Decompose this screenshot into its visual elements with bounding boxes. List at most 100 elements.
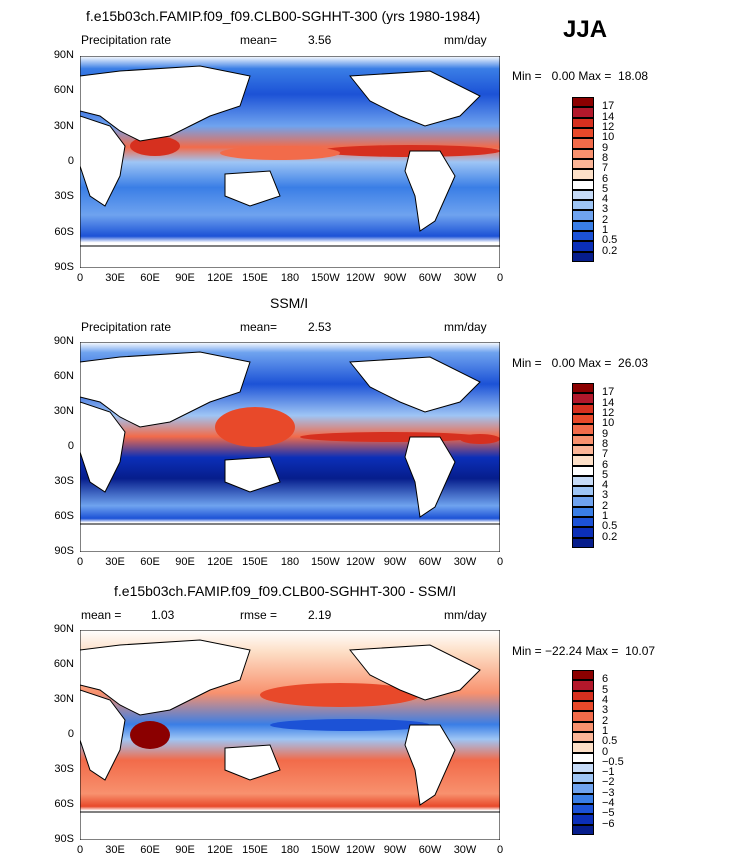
colorbar-box [572,413,594,425]
panel-3-map [80,630,500,840]
panel-3-mean-label: mean = [81,608,122,622]
colorbar-box [572,189,594,201]
panel-3-positive-band [260,683,420,707]
lon-tick-label: 120W [346,844,375,856]
colorbar-box [572,200,594,211]
lon-tick-label: 0 [76,844,84,856]
lon-tick-label: 120W [346,272,375,284]
colorbar-label: −3 [602,786,615,799]
colorbar-label: 7 [602,162,609,175]
colorbar-label: 0.5 [602,735,618,748]
lat-tick-label: 30S [54,475,74,487]
lon-tick-label: 90W [383,556,407,568]
lon-tick-label: 150E [242,844,268,856]
panel-1-mean-value: 3.56 [308,33,332,47]
colorbar-label: −6 [602,817,615,830]
lat-tick-label: 0 [67,440,74,452]
panel-1-minmax: Min = 0.00 Max = 18.08 [512,69,649,83]
colorbar-label: 0.2 [602,244,618,257]
colorbar-label: 6 [602,458,609,471]
lon-tick-label: 180 [280,556,300,568]
colorbar-box [572,169,594,180]
lat-tick-label: 90S [54,261,74,273]
colorbar-box [572,241,594,252]
panel-1-colorbar [572,97,594,262]
colorbar-box [572,824,594,835]
colorbar-label: 14 [602,110,615,123]
panel-2-colorbar [572,383,594,548]
colorbar-label: −4 [602,797,615,810]
colorbar-label: 5 [602,182,609,195]
lon-tick-label: 30W [453,844,477,856]
colorbar-label: 6 [602,673,609,686]
panel-2-mean-label: mean= [240,320,278,334]
colorbar-label: 4 [602,193,609,206]
colorbar-box [572,670,594,681]
lon-tick-label: 180 [280,272,300,284]
colorbar-box [572,251,594,262]
lat-tick-label: 90N [53,335,74,347]
panel-3-rmse-label: rmse = [240,608,278,622]
lon-tick-label: 60E [140,272,160,284]
colorbar-label: 17 [602,100,615,113]
colorbar-box [572,138,594,149]
colorbar-label: 1 [602,724,609,737]
colorbar-box [572,179,594,190]
colorbar-label: 0.5 [602,520,618,533]
panel-2-warm-pool [215,407,295,447]
colorbar-label: 5 [602,468,609,481]
colorbar-box [572,117,594,128]
colorbar-box [572,804,594,815]
lon-tick-label: 120E [207,556,233,568]
colorbar-label: 4 [602,479,609,492]
colorbar-label: −2 [602,776,615,789]
panel-2-minmax: Min = 0.00 Max = 26.03 [512,356,649,370]
colorbar-box [572,537,594,548]
colorbar-label: 12 [602,120,615,133]
panel-3-minmax: Min = −22.24 Max = 10.07 [512,644,656,658]
colorbar-label: 5 [602,683,609,696]
colorbar-label: 8 [602,151,609,164]
lon-tick-label: 30E [105,556,125,568]
panel-1-map [80,56,500,268]
colorbar-label: 0.2 [602,530,618,543]
panel-1-land [80,65,500,268]
panel-3-title: f.e15b03ch.FAMIP.f09_f09.CLB00-SGHHT-300… [114,583,457,599]
panel-2-atlantic-itcz [460,434,500,444]
colorbar-label: 17 [602,386,615,399]
lat-tick-label: 30N [53,405,74,417]
lat-tick-label: 60N [53,370,74,382]
lon-tick-label: 150W [311,272,340,284]
colorbar-label: 3 [602,203,609,216]
colorbar-box [572,383,594,394]
panel-3-units: mm/day [444,608,487,622]
lon-tick-label: 60W [418,844,442,856]
lon-tick-label: 60W [418,556,442,568]
lon-tick-label: 0 [76,272,84,284]
colorbar-label: 2 [602,213,609,226]
lat-tick-label: 30N [53,693,74,705]
colorbar-box [572,690,594,701]
colorbar-label: 1 [602,224,609,237]
panel-2-land [80,351,500,552]
panel-1-title: f.e15b03ch.FAMIP.f09_f09.CLB00-SGHHT-300… [86,8,481,24]
lon-tick-label: 30E [105,844,125,856]
panel-3-rmse-value: 2.19 [308,608,332,622]
colorbar-box [572,711,594,722]
colorbar-box [572,393,594,404]
colorbar-box [572,742,594,753]
colorbar-label: 0 [602,745,609,758]
colorbar-box [572,403,594,414]
colorbar-box [572,680,594,691]
lon-tick-label: 60E [140,844,160,856]
colorbar-box [572,700,594,712]
lon-tick-label: 60W [418,272,442,284]
lat-tick-label: 90N [53,623,74,635]
colorbar-box [572,210,594,221]
panel-2-units: mm/day [444,320,487,334]
lat-tick-label: 90S [54,545,74,557]
colorbar-box [572,148,594,159]
colorbar-box [572,424,594,435]
panel-2-title: SSM/I [270,295,309,311]
colorbar-box [572,773,594,784]
